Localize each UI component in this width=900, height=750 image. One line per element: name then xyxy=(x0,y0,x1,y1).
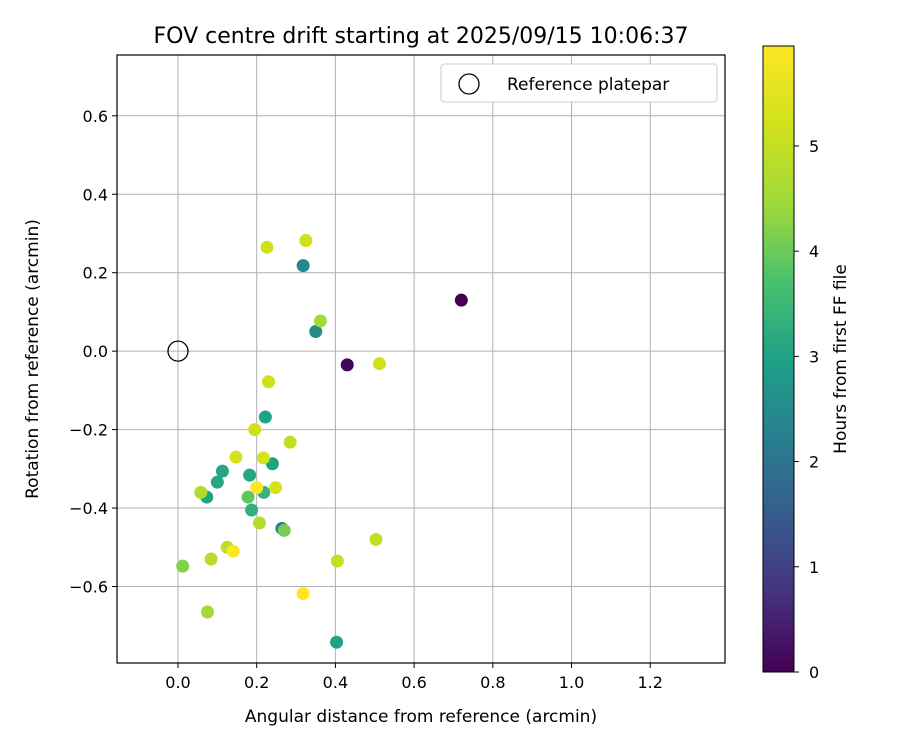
data-point xyxy=(313,314,327,328)
reference-platepar-marker xyxy=(167,340,189,362)
data-point xyxy=(248,423,262,437)
colorbar-tick-label: 2 xyxy=(809,453,819,472)
data-point xyxy=(201,605,215,619)
legend-box xyxy=(440,63,718,103)
y-tick-label: 0.6 xyxy=(83,107,108,126)
data-point xyxy=(256,451,270,465)
colorbar-tick-label: 3 xyxy=(809,347,819,366)
data-point xyxy=(340,358,354,372)
y-tick-label: 0.4 xyxy=(83,185,108,204)
data-point xyxy=(309,325,323,339)
data-point xyxy=(241,490,255,504)
grid-lines xyxy=(117,55,725,663)
x-tick-label: 0.8 xyxy=(480,673,505,692)
data-point xyxy=(245,503,259,517)
y-tick-label: −0.6 xyxy=(69,578,108,597)
x-tick-label: 0.4 xyxy=(323,673,348,692)
data-point xyxy=(277,523,291,537)
data-point xyxy=(330,635,344,649)
data-point xyxy=(243,468,257,482)
data-point xyxy=(204,552,218,566)
y-tick-label: 0.2 xyxy=(83,264,108,283)
data-point xyxy=(250,481,264,495)
data-point xyxy=(372,357,386,371)
data-point xyxy=(262,375,276,389)
colorbar-tick-label: 0 xyxy=(809,663,819,682)
colorbar-ticks: 0 1 2 3 4 5 xyxy=(794,137,819,682)
data-point xyxy=(296,587,310,601)
colorbar-tick-label: 1 xyxy=(809,558,819,577)
colorbar-tick-label: 4 xyxy=(809,242,819,261)
data-point xyxy=(215,464,229,478)
data-point xyxy=(369,532,383,546)
plot-frame xyxy=(116,54,726,664)
x-axis-label: Angular distance from reference (arcmin) xyxy=(245,707,597,727)
data-point xyxy=(260,240,274,254)
data-point xyxy=(194,485,208,499)
data-points xyxy=(176,234,468,649)
data-point xyxy=(252,516,266,530)
colorbar-label: Hours from first FF file xyxy=(831,264,851,454)
data-point xyxy=(258,410,272,424)
x-tick-label: 0.6 xyxy=(401,673,426,692)
legend: Reference platepar xyxy=(440,63,718,103)
y-axis-label: Rotation from reference (arcmin) xyxy=(23,219,43,499)
data-point xyxy=(269,481,283,495)
chart-title: FOV centre drift starting at 2025/09/15 … xyxy=(154,24,689,49)
data-point xyxy=(229,450,243,464)
y-tick-label: −0.2 xyxy=(69,421,108,440)
y-axis-ticks: −0.6 −0.4 −0.2 0.0 0.2 0.4 0.6 xyxy=(69,107,117,597)
data-point xyxy=(299,234,313,248)
y-tick-label: 0.0 xyxy=(83,342,108,361)
data-point xyxy=(454,293,468,307)
colorbar-tick-label: 5 xyxy=(809,137,819,156)
data-point xyxy=(283,435,297,449)
x-axis-ticks: 0.0 0.2 0.4 0.6 0.8 1.0 1.2 xyxy=(165,663,663,692)
x-tick-label: 0.2 xyxy=(244,673,269,692)
data-point xyxy=(330,554,344,568)
y-tick-label: −0.4 xyxy=(69,499,108,518)
x-tick-label: 1.2 xyxy=(638,673,663,692)
colorbar xyxy=(762,45,795,673)
data-point xyxy=(176,559,190,573)
legend-label: Reference platepar xyxy=(507,75,669,95)
x-tick-label: 0.0 xyxy=(165,673,190,692)
reference-marker xyxy=(167,340,189,362)
data-point xyxy=(210,475,224,489)
x-tick-label: 1.0 xyxy=(559,673,584,692)
data-point xyxy=(226,544,240,558)
data-point xyxy=(296,259,310,273)
legend-marker xyxy=(458,73,480,95)
